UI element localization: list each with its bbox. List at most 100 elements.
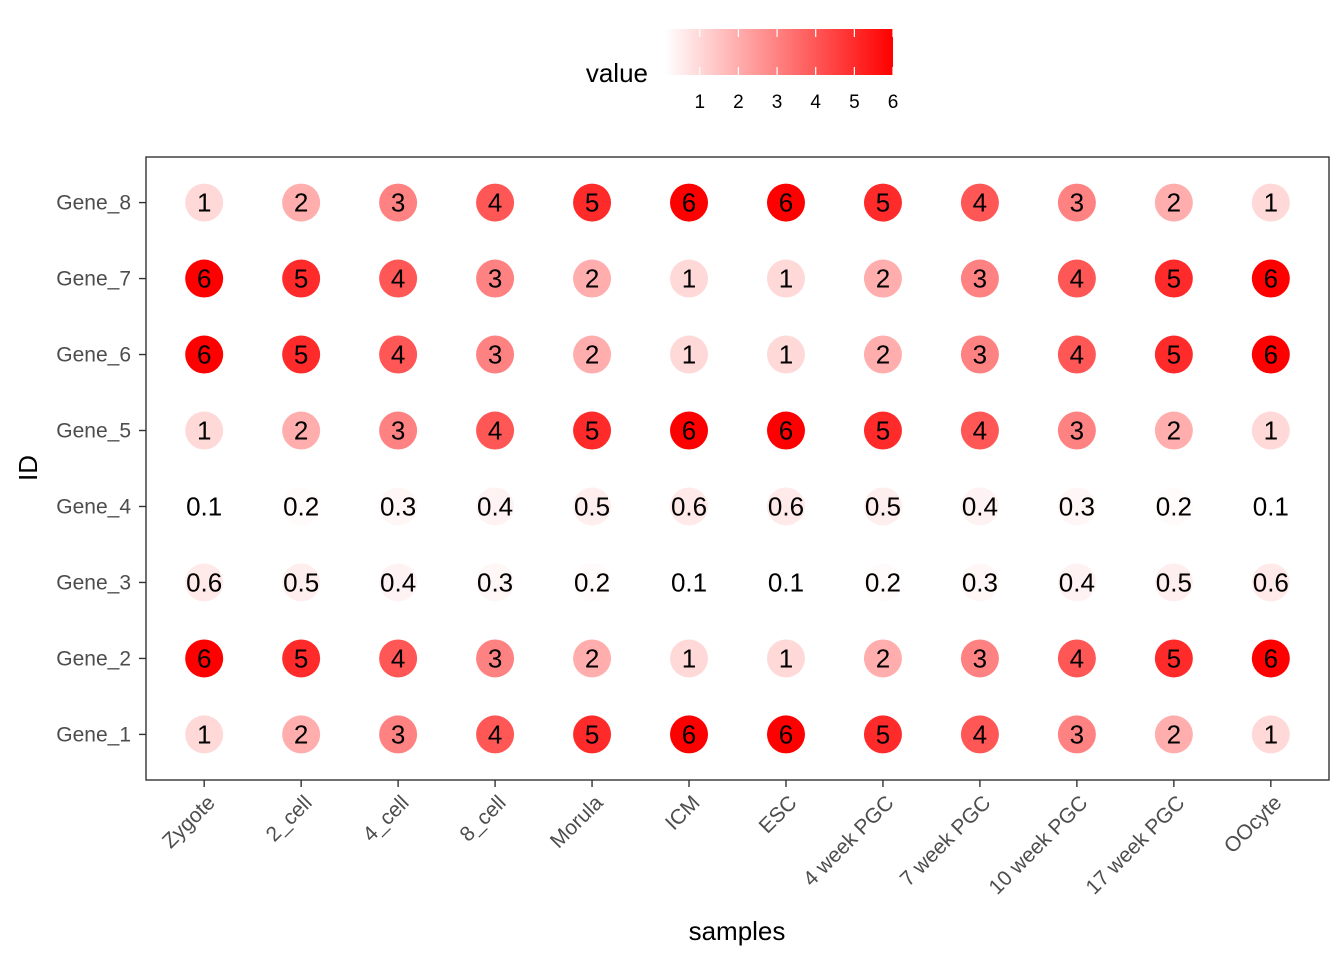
data-point (476, 183, 515, 222)
x-tick-label: 7 week PGC (896, 791, 996, 891)
data-point (1251, 639, 1290, 678)
data-label: 1 (779, 340, 793, 370)
y-tick-label: Gene_6 (56, 344, 131, 367)
data-label: 5 (1167, 340, 1181, 370)
data-point (476, 335, 515, 374)
x-tick-label: 10 week PGC (985, 791, 1093, 899)
data-point (766, 183, 805, 222)
data-point (185, 487, 224, 526)
data-point (573, 183, 612, 222)
data-label: 4 (973, 719, 987, 749)
y-tick-label: Gene_4 (56, 495, 131, 518)
data-point (670, 411, 709, 450)
data-label: 0.3 (477, 567, 513, 597)
data-point (1251, 715, 1290, 754)
data-point (1251, 335, 1290, 374)
data-label: 0.4 (1059, 567, 1095, 597)
data-label: 0.1 (1253, 491, 1289, 521)
data-label: 5 (585, 719, 599, 749)
legend-ticks: 1 2 3 4 5 6 (694, 29, 898, 113)
data-point (960, 715, 999, 754)
data-point (379, 335, 418, 374)
data-point (185, 259, 224, 298)
data-point (670, 563, 709, 602)
data-label: 6 (682, 188, 696, 218)
data-label: 5 (1167, 264, 1181, 294)
data-label: 0.2 (865, 567, 901, 597)
data-point (1057, 563, 1096, 602)
data-label: 6 (197, 643, 211, 673)
data-label: 0.6 (1253, 567, 1289, 597)
data-point (476, 259, 515, 298)
data-label: 0.3 (380, 491, 416, 521)
data-label: 6 (1264, 643, 1278, 673)
data-point (379, 715, 418, 754)
data-label: 0.6 (671, 491, 707, 521)
data-label: 5 (294, 340, 308, 370)
data-point (1251, 563, 1290, 602)
data-label: 4 (488, 188, 502, 218)
data-label: 3 (391, 719, 405, 749)
data-point (282, 487, 321, 526)
data-label: 0.3 (1059, 491, 1095, 521)
data-point (1154, 335, 1193, 374)
data-point (1251, 411, 1290, 450)
y-tick-label: Gene_3 (56, 571, 131, 594)
data-point (863, 259, 902, 298)
data-label: 2 (876, 264, 890, 294)
data-label: 2 (585, 643, 599, 673)
data-point (766, 335, 805, 374)
data-point (863, 411, 902, 450)
data-point (1154, 411, 1193, 450)
data-point (379, 259, 418, 298)
data-point (476, 715, 515, 754)
data-label: 0.2 (1156, 491, 1192, 521)
legend-tick-label: 4 (810, 92, 821, 113)
data-point (863, 183, 902, 222)
data-point (185, 183, 224, 222)
data-point (282, 335, 321, 374)
data-point (573, 715, 612, 754)
legend-colorbar (665, 29, 893, 75)
legend-title: value (586, 58, 648, 88)
data-label: 0.6 (186, 567, 222, 597)
data-point (476, 639, 515, 678)
data-point (766, 715, 805, 754)
data-point (282, 259, 321, 298)
data-point (960, 259, 999, 298)
data-label: 1 (779, 264, 793, 294)
data-label: 5 (876, 416, 890, 446)
data-point (766, 639, 805, 678)
data-label: 0.5 (574, 491, 610, 521)
data-point (282, 563, 321, 602)
data-point (282, 639, 321, 678)
data-label: 4 (1070, 643, 1084, 673)
data-point (185, 335, 224, 374)
x-tick-label: Zygote (158, 791, 220, 853)
x-tick-label: 4 week PGC (799, 791, 899, 891)
data-point (960, 639, 999, 678)
data-label: 2 (585, 340, 599, 370)
legend-tick-label: 3 (772, 92, 783, 113)
data-point (863, 639, 902, 678)
x-tick-label: 8_cell (456, 791, 511, 846)
legend: value 1 2 3 4 5 6 (586, 29, 898, 113)
data-point (1057, 715, 1096, 754)
data-label: 5 (876, 719, 890, 749)
data-point (960, 563, 999, 602)
data-label: 0.2 (574, 567, 610, 597)
data-label: 0.5 (865, 491, 901, 521)
data-point (1057, 639, 1096, 678)
data-label: 3 (488, 264, 502, 294)
legend-tick-label: 2 (733, 92, 744, 113)
data-label: 2 (1167, 416, 1181, 446)
data-label: 6 (1264, 264, 1278, 294)
y-axis-title: ID (13, 455, 43, 481)
data-point (863, 563, 902, 602)
data-point (1154, 487, 1193, 526)
y-tick-label: Gene_2 (56, 647, 131, 670)
data-label: 2 (585, 264, 599, 294)
data-point (1251, 183, 1290, 222)
